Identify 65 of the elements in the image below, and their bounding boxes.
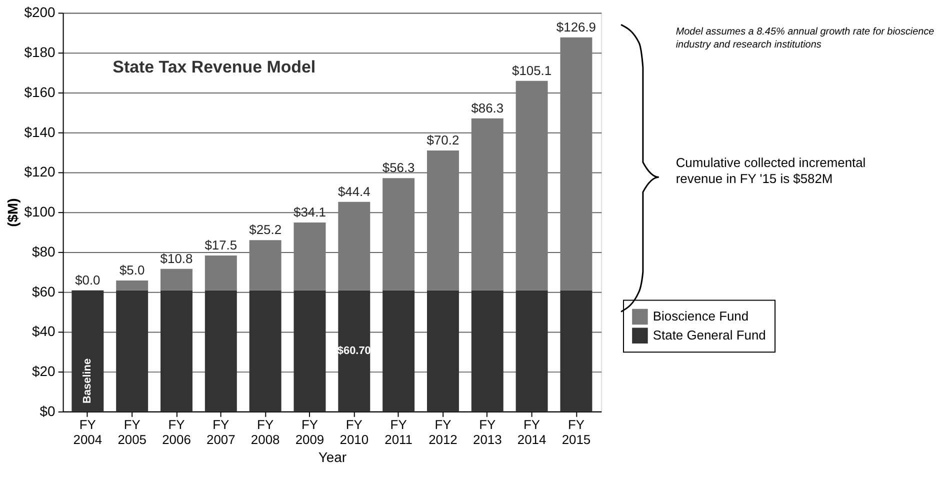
legend-label: Bioscience Fund: [652, 308, 749, 324]
data-label: $86.3: [471, 100, 504, 116]
bar: [116, 280, 148, 290]
data-label: $126.9: [556, 19, 596, 34]
y-tick-label: $200: [24, 4, 56, 20]
x-tick-label: FY 2004: [73, 416, 102, 447]
x-tick-label: FY 2010: [340, 416, 369, 447]
text: Model assumes a 8.45% annual growth rate for bioscience industry and research institutions: [676, 26, 935, 51]
x-tick-label: FY 2008: [250, 416, 280, 447]
x-axis-title: Year: [318, 448, 347, 465]
bar: [560, 37, 592, 290]
data-label: $0.0: [75, 272, 100, 288]
y-tick-label: $40: [32, 323, 56, 340]
x-tick-label: FY 2006: [162, 416, 191, 447]
x-tick-label: FY 2015: [562, 416, 591, 447]
bar: [249, 240, 282, 290]
bar: [294, 290, 326, 412]
y-tick-label: $0: [40, 402, 56, 419]
bar: [249, 290, 282, 412]
y-tick-label: $20: [32, 363, 56, 380]
data-label: $25.2: [249, 222, 282, 238]
bar: [560, 290, 592, 412]
x-tick-label: FY 2009: [295, 416, 324, 447]
bar: [160, 290, 192, 412]
data-label: $44.4: [338, 184, 370, 199]
text: State Tax Revenue Model: [112, 58, 316, 77]
y-tick-label: $80: [32, 243, 56, 260]
data-label: $56.3: [382, 160, 415, 176]
y-tick-label: $100: [24, 204, 56, 220]
annotation: Baseline: [82, 358, 94, 404]
x-tick-label: FY 2014: [517, 416, 546, 447]
bar: [72, 290, 104, 412]
bar: [426, 150, 459, 290]
bar: [516, 80, 548, 290]
bar: [471, 290, 504, 412]
y-tick-label: $60: [32, 283, 56, 300]
bar: [338, 290, 370, 412]
y-axis-title: ($M): [4, 198, 20, 227]
bar: [516, 290, 548, 412]
bar: [294, 222, 326, 290]
x-tick-label: FY 2012: [428, 416, 458, 447]
x-tick-label: FY 2005: [118, 416, 146, 447]
x-tick-label: FY 2007: [206, 416, 236, 447]
y-tick-label: $120: [24, 164, 56, 180]
bar: [204, 256, 237, 290]
legend-label: State General Fund: [652, 328, 766, 343]
data-label: $70.2: [426, 132, 460, 148]
bar: [471, 118, 504, 290]
data-label: $17.5: [204, 238, 238, 253]
bar: [338, 202, 370, 290]
bar: [204, 290, 237, 412]
bar: [426, 290, 459, 412]
x-tick-label: FY 2011: [384, 416, 412, 447]
data-label: $10.8: [160, 250, 193, 266]
y-tick-label: $180: [24, 44, 56, 60]
y-tick-label: $140: [24, 124, 56, 140]
bar: [382, 178, 415, 290]
text: Cumulative collected incremental revenue in FY '15 is $582M: [676, 155, 866, 186]
bar: [382, 290, 415, 412]
x-tick-label: FY 2013: [472, 416, 502, 447]
y-tick-label: $160: [24, 84, 56, 100]
data-label: $5.0: [119, 262, 145, 278]
bar: [116, 290, 148, 412]
bar: [160, 268, 192, 290]
data-label: $105.1: [512, 62, 552, 78]
